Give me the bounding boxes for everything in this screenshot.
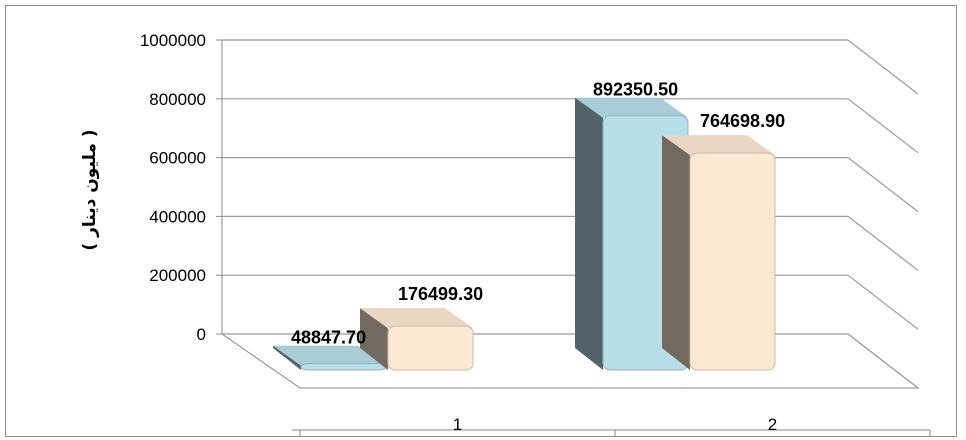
data-label: 892350.50 <box>593 80 678 100</box>
bar <box>360 308 474 371</box>
y-tick-label: 0 <box>197 325 206 344</box>
bar-top <box>360 308 473 329</box>
data-label: 176499.30 <box>398 284 483 304</box>
bar <box>662 135 776 371</box>
x-tick-label: 1 <box>453 415 462 434</box>
bar-front <box>300 363 387 371</box>
bar-top <box>273 345 386 366</box>
y-tick-label: 200000 <box>149 266 206 285</box>
bar-side <box>662 135 690 370</box>
y-tick-label: 1000000 <box>140 31 206 50</box>
data-label: 48847.70 <box>291 328 366 348</box>
x-tick-label: 2 <box>768 415 777 434</box>
bar-front <box>387 325 474 371</box>
gridline-side <box>847 215 919 271</box>
bar-top <box>575 97 688 118</box>
gridline-side <box>847 333 919 389</box>
bar-side <box>575 97 603 370</box>
bars <box>273 97 776 371</box>
y-tick-label: 400000 <box>149 207 206 226</box>
y-tick-label: 600000 <box>149 149 206 168</box>
data-labels: 48847.70 892350.50 176499.30 764698.90 <box>291 80 785 348</box>
bar-side <box>360 308 388 370</box>
chart-frame <box>5 5 957 437</box>
gridline-side <box>847 157 919 213</box>
bar-front <box>689 152 776 371</box>
y-axis-label: ( مليون دينار ) <box>80 129 100 250</box>
y-tick-label: 800000 <box>149 90 206 109</box>
bar <box>273 345 387 371</box>
bar-top <box>662 135 775 156</box>
gridline-side <box>847 274 919 330</box>
y-axis-ticks: 0 200000 400000 600000 800000 1000000 <box>140 31 206 344</box>
bar-side <box>273 345 301 370</box>
data-label: 764698.90 <box>700 111 785 131</box>
gridline-side <box>847 39 919 95</box>
gridline-side <box>847 98 919 154</box>
